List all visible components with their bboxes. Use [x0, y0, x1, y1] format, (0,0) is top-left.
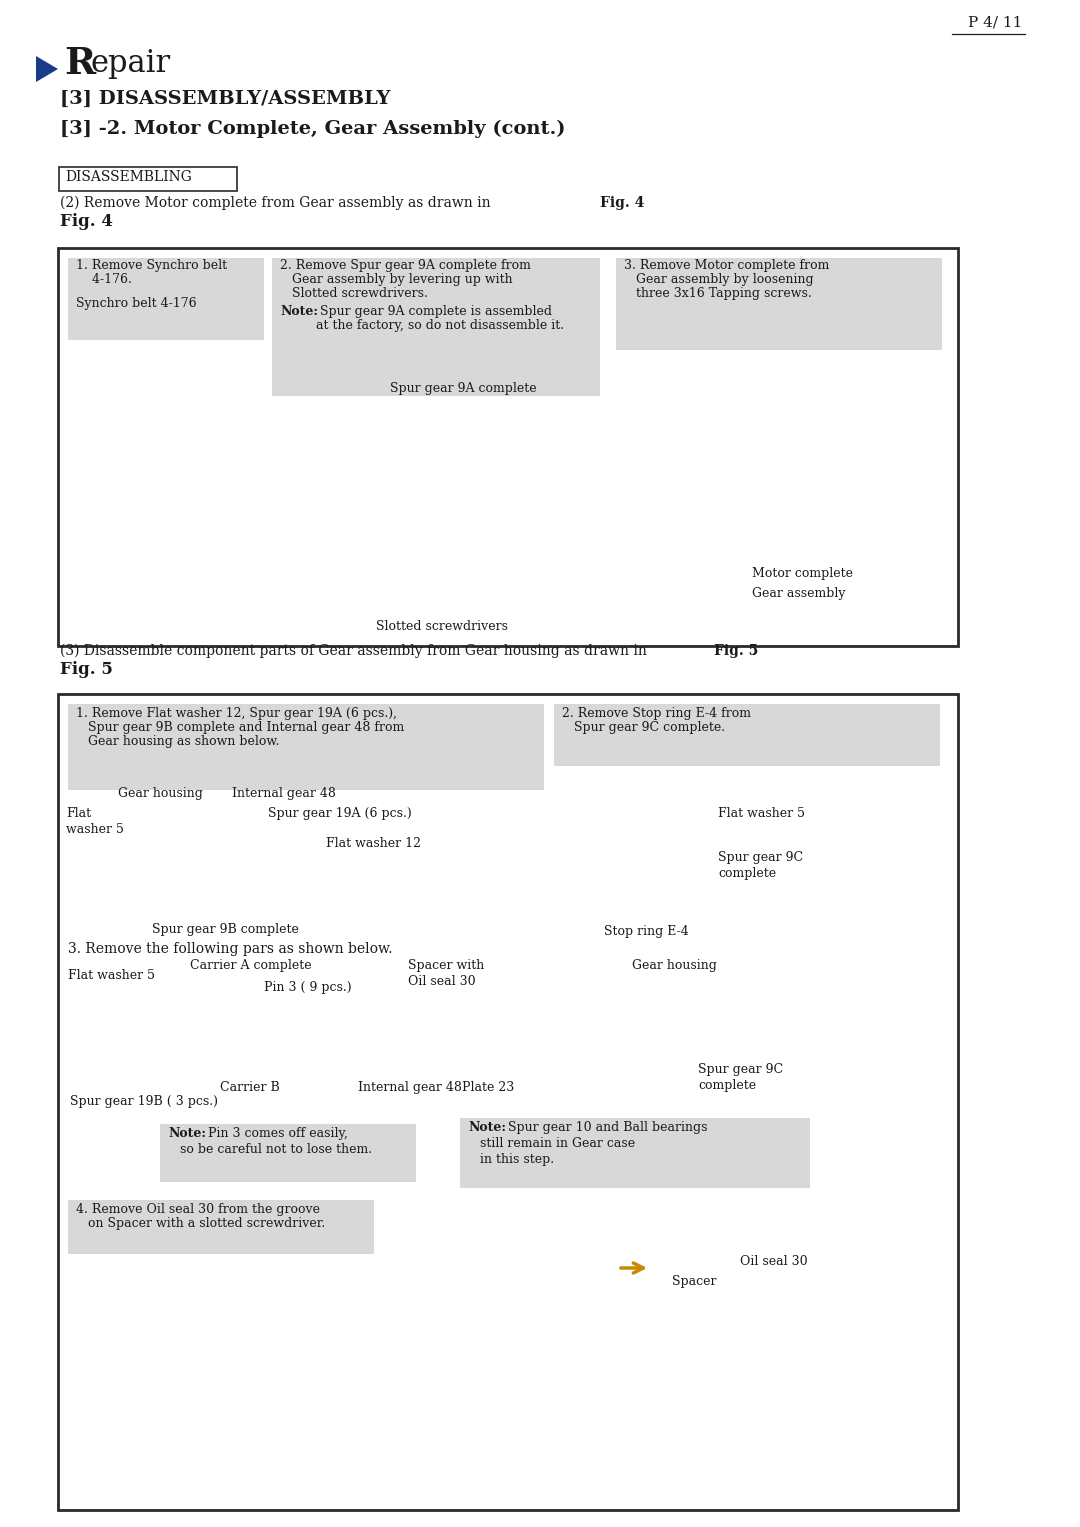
Text: Spur gear 9C complete.: Spur gear 9C complete. [562, 721, 725, 734]
Text: 3. Remove the following pars as shown below.: 3. Remove the following pars as shown be… [68, 942, 392, 956]
FancyBboxPatch shape [59, 166, 237, 191]
Bar [58, 693, 958, 1510]
Text: Gear housing: Gear housing [632, 959, 717, 973]
Text: washer 5: washer 5 [66, 823, 124, 835]
Text: in this step.: in this step. [468, 1153, 554, 1167]
FancyBboxPatch shape [68, 258, 264, 341]
FancyBboxPatch shape [68, 704, 544, 789]
Text: 4. Remove Oil seal 30 from the groove: 4. Remove Oil seal 30 from the groove [76, 1203, 320, 1215]
Text: Gear assembly: Gear assembly [752, 586, 846, 600]
Text: [3] DISASSEMBLY/ASSEMBLY: [3] DISASSEMBLY/ASSEMBLY [60, 90, 391, 108]
Text: Spur gear 19B ( 3 pcs.): Spur gear 19B ( 3 pcs.) [70, 1095, 218, 1109]
Text: 3. Remove Motor complete from: 3. Remove Motor complete from [624, 260, 829, 272]
Text: Flat washer 12: Flat washer 12 [326, 837, 421, 851]
Text: Spur gear 9A complete is assembled: Spur gear 9A complete is assembled [316, 305, 552, 318]
Text: Internal gear 48: Internal gear 48 [357, 1081, 462, 1093]
Bar [58, 247, 958, 646]
Text: 2. Remove Spur gear 9A complete from: 2. Remove Spur gear 9A complete from [280, 260, 531, 272]
Text: Flat washer 5: Flat washer 5 [718, 806, 805, 820]
Text: epair: epair [90, 47, 171, 79]
Text: .: . [752, 644, 756, 658]
Text: 1. Remove Flat washer 12, Spur gear 19A (6 pcs.),: 1. Remove Flat washer 12, Spur gear 19A … [76, 707, 397, 721]
Text: still remain in Gear case: still remain in Gear case [468, 1138, 635, 1150]
Text: Spur gear 9C: Spur gear 9C [698, 1063, 783, 1077]
Text: Pin 3 comes off easily,: Pin 3 comes off easily, [204, 1127, 348, 1141]
Text: at the factory, so do not disassemble it.: at the factory, so do not disassemble it… [280, 319, 564, 331]
Text: Spur gear 9A complete: Spur gear 9A complete [390, 382, 537, 395]
Text: Motor complete: Motor complete [752, 567, 853, 580]
Text: Fig. 5: Fig. 5 [714, 644, 758, 658]
Text: Fig. 4: Fig. 4 [600, 195, 645, 211]
Text: complete: complete [698, 1080, 756, 1092]
Text: Gear housing: Gear housing [118, 786, 203, 800]
Text: 4-176.: 4-176. [76, 273, 132, 286]
Text: Spur gear 9B complete: Spur gear 9B complete [152, 922, 299, 936]
Text: P 4/ 11: P 4/ 11 [968, 15, 1022, 31]
FancyBboxPatch shape [160, 1124, 416, 1182]
Text: Oil seal 30: Oil seal 30 [408, 976, 475, 988]
Text: Note:: Note: [280, 305, 318, 318]
Text: Spur gear 10 and Ball bearings: Spur gear 10 and Ball bearings [504, 1121, 707, 1135]
Text: Fig. 5: Fig. 5 [60, 661, 113, 678]
Text: [3] -2. Motor Complete, Gear Assembly (cont.): [3] -2. Motor Complete, Gear Assembly (c… [60, 119, 566, 137]
Text: Pin 3 ( 9 pcs.): Pin 3 ( 9 pcs.) [264, 980, 352, 994]
Text: Plate 23: Plate 23 [462, 1081, 514, 1093]
Text: Internal gear 48: Internal gear 48 [232, 786, 336, 800]
Text: Note:: Note: [468, 1121, 507, 1135]
Text: Slotted screwdrivers: Slotted screwdrivers [376, 620, 508, 634]
Text: Carrier A complete: Carrier A complete [190, 959, 312, 973]
Text: Oil seal 30: Oil seal 30 [740, 1255, 808, 1267]
Text: Spacer with: Spacer with [408, 959, 484, 973]
FancyBboxPatch shape [68, 1200, 374, 1254]
Text: 2. Remove Stop ring E-4 from: 2. Remove Stop ring E-4 from [562, 707, 751, 721]
Text: (3) Disassemble component parts of Gear assembly from Gear housing as drawn in: (3) Disassemble component parts of Gear … [60, 643, 651, 658]
Text: on Spacer with a slotted screwdriver.: on Spacer with a slotted screwdriver. [76, 1217, 325, 1231]
Text: Gear housing as shown below.: Gear housing as shown below. [76, 734, 280, 748]
Text: Spur gear 19A (6 pcs.): Spur gear 19A (6 pcs.) [268, 806, 411, 820]
Text: R: R [64, 44, 95, 82]
Text: complete: complete [718, 867, 777, 880]
Text: Flat washer 5: Flat washer 5 [68, 970, 156, 982]
Text: Carrier B: Carrier B [220, 1081, 280, 1093]
Text: Note:: Note: [168, 1127, 206, 1141]
Text: DISASSEMBLING: DISASSEMBLING [65, 169, 192, 183]
Text: Gear assembly by levering up with: Gear assembly by levering up with [280, 273, 513, 286]
Text: Spacer: Spacer [672, 1275, 716, 1287]
Text: Spur gear 9B complete and Internal gear 48 from: Spur gear 9B complete and Internal gear … [76, 721, 404, 734]
Text: Synchro belt 4-176: Synchro belt 4-176 [76, 296, 197, 310]
Text: Flat: Flat [66, 806, 91, 820]
FancyBboxPatch shape [554, 704, 940, 767]
Text: Spur gear 9C: Spur gear 9C [718, 851, 804, 864]
Text: .: . [638, 195, 643, 211]
Text: 1. Remove Synchro belt: 1. Remove Synchro belt [76, 260, 227, 272]
FancyBboxPatch shape [272, 258, 600, 395]
FancyBboxPatch shape [460, 1118, 810, 1188]
Text: three 3x16 Tapping screws.: three 3x16 Tapping screws. [624, 287, 812, 299]
Text: Fig. 4: Fig. 4 [60, 212, 113, 231]
Text: Stop ring E-4: Stop ring E-4 [604, 925, 689, 938]
FancyBboxPatch shape [616, 258, 942, 350]
Text: (2) Remove Motor complete from Gear assembly as drawn in: (2) Remove Motor complete from Gear asse… [60, 195, 495, 211]
Text: Gear assembly by loosening: Gear assembly by loosening [624, 273, 813, 286]
Text: Slotted screwdrivers.: Slotted screwdrivers. [280, 287, 428, 299]
Text: so be careful not to lose them.: so be careful not to lose them. [168, 1144, 373, 1156]
Polygon shape [36, 56, 58, 82]
